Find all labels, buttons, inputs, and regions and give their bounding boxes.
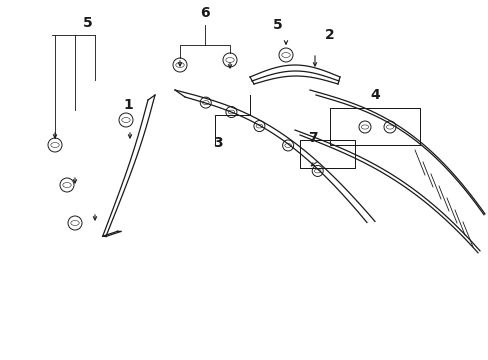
Text: 5: 5 — [273, 18, 282, 32]
Text: 7: 7 — [307, 131, 317, 145]
Text: 6: 6 — [200, 6, 209, 20]
Text: 2: 2 — [325, 28, 334, 42]
Text: 3: 3 — [213, 136, 223, 150]
Text: 4: 4 — [369, 88, 379, 102]
Text: 1: 1 — [123, 98, 133, 112]
Text: 5: 5 — [83, 16, 93, 30]
